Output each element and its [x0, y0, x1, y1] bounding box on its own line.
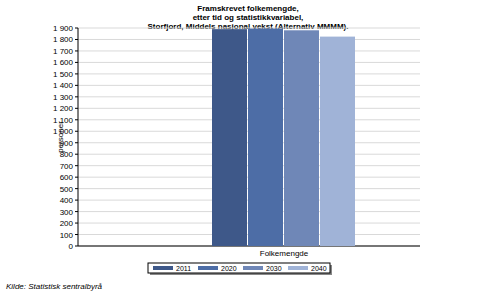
y-axis: [78, 28, 79, 246]
title: etter tid og statistikkvariabel,: [193, 13, 304, 22]
y-label: personer: [56, 121, 65, 153]
tick-label: 1 800: [53, 35, 74, 44]
tick-label: 1 500: [53, 70, 74, 79]
bar: [212, 29, 247, 246]
legend-swatch: [288, 266, 308, 270]
bar: [284, 30, 319, 246]
legend-label: 2030: [266, 265, 282, 272]
chart: Framskrevet folkemengde,etter tid og sta…: [0, 0, 487, 296]
bars: [212, 29, 355, 246]
grid-line: [78, 28, 420, 29]
tick-label: 1 600: [53, 58, 74, 67]
title: Framskrevet folkemengde,: [197, 4, 298, 13]
legend-label: 2020: [221, 265, 237, 272]
tick-label: 1 200: [53, 104, 74, 113]
tick-label: 300: [60, 208, 74, 217]
legend-swatch: [153, 266, 173, 270]
tick-label: 400: [60, 196, 74, 205]
tick-label: 1 300: [53, 93, 74, 102]
tick-label: 1 900: [53, 24, 74, 33]
tick-label: 1 700: [53, 47, 74, 56]
tick-label: 0: [69, 242, 74, 251]
category-label: Folkemengde: [260, 249, 309, 258]
tick-label: 200: [60, 219, 74, 228]
source: Kilde: Statistisk sentralbyrå: [6, 282, 103, 291]
legend-label: 2040: [311, 265, 327, 272]
tick-label: 700: [60, 162, 74, 171]
bar: [248, 29, 283, 246]
tick-label: 100: [60, 231, 74, 240]
tick-label: 1 400: [53, 81, 74, 90]
legend-swatch: [243, 266, 263, 270]
tick-label: 500: [60, 185, 74, 194]
bar: [320, 37, 355, 246]
tick-label: 600: [60, 173, 74, 182]
legend-swatch: [198, 266, 218, 270]
legend-label: 2011: [176, 265, 191, 272]
legend: [148, 263, 330, 273]
